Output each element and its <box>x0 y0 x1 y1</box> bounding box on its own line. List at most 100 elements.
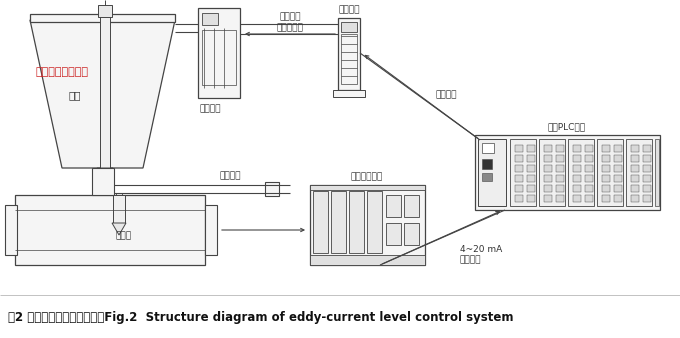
Bar <box>5 205 17 255</box>
Bar <box>573 165 581 172</box>
Bar <box>98 5 112 17</box>
Bar <box>573 185 581 192</box>
Bar <box>198 8 240 98</box>
Bar <box>602 175 610 182</box>
Bar <box>515 185 523 192</box>
Bar <box>631 175 639 182</box>
Bar <box>602 145 610 152</box>
Bar <box>556 195 564 202</box>
Bar <box>573 175 581 182</box>
Bar <box>597 139 623 206</box>
Bar <box>544 185 552 192</box>
Polygon shape <box>97 168 113 183</box>
Bar <box>527 185 535 192</box>
Bar <box>602 195 610 202</box>
Bar <box>585 165 593 172</box>
Bar <box>544 165 552 172</box>
Polygon shape <box>30 20 175 168</box>
Bar <box>310 185 425 190</box>
Bar <box>556 165 564 172</box>
Bar <box>585 155 593 162</box>
Text: 液位PLC系统: 液位PLC系统 <box>548 122 586 131</box>
Bar <box>338 18 360 90</box>
Bar <box>614 185 622 192</box>
Bar <box>643 145 651 152</box>
Bar <box>631 185 639 192</box>
Bar <box>614 155 622 162</box>
Bar <box>478 139 506 206</box>
Bar <box>30 14 175 22</box>
Bar <box>626 139 652 206</box>
Bar <box>341 34 357 84</box>
Bar <box>515 165 523 172</box>
Bar <box>265 182 279 196</box>
Bar <box>527 155 535 162</box>
Bar <box>331 191 346 253</box>
Bar <box>527 195 535 202</box>
Bar <box>202 30 236 85</box>
Bar <box>515 155 523 162</box>
Bar <box>556 175 564 182</box>
Bar <box>205 205 217 255</box>
Bar <box>367 191 382 253</box>
Bar <box>333 90 365 97</box>
Bar <box>643 175 651 182</box>
Bar <box>643 185 651 192</box>
Text: 4~20 mA
液位信号: 4~20 mA 液位信号 <box>460 245 503 264</box>
Text: 涡流液位仪表: 涡流液位仪表 <box>351 172 383 182</box>
Bar <box>313 191 328 253</box>
Bar <box>386 223 401 245</box>
Bar <box>510 139 536 206</box>
Bar <box>585 145 593 152</box>
Bar <box>544 145 552 152</box>
Bar <box>614 165 622 172</box>
Bar <box>585 195 593 202</box>
Text: 图2 涡流液位控制系统结构图Fig.2  Structure diagram of eddy-current level control system: 图2 涡流液位控制系统结构图Fig.2 Structure diagram of… <box>8 312 513 324</box>
Text: 伺服机构: 伺服机构 <box>200 104 222 113</box>
Bar <box>482 173 492 181</box>
Bar <box>573 195 581 202</box>
Bar <box>100 14 110 174</box>
Bar <box>92 168 114 195</box>
Text: 支架悬臂: 支架悬臂 <box>220 171 241 180</box>
Bar <box>527 165 535 172</box>
Text: 传感器: 传感器 <box>115 231 131 240</box>
Bar <box>602 155 610 162</box>
Bar <box>585 175 593 182</box>
Bar <box>585 185 593 192</box>
Bar <box>568 139 594 206</box>
Bar <box>631 145 639 152</box>
Bar <box>475 135 660 210</box>
Text: 动力电缆: 动力电缆 <box>279 12 301 21</box>
Text: 塞棒: 塞棒 <box>69 90 81 100</box>
Bar <box>544 195 552 202</box>
Bar <box>602 165 610 172</box>
Bar <box>544 175 552 182</box>
Bar <box>631 165 639 172</box>
Text: 通讯电缆: 通讯电缆 <box>435 91 456 99</box>
Bar <box>341 22 357 32</box>
Bar <box>614 175 622 182</box>
Text: 驱动装置: 驱动装置 <box>338 5 360 15</box>
Polygon shape <box>112 223 126 235</box>
Bar <box>515 145 523 152</box>
Bar <box>404 223 419 245</box>
Bar <box>349 191 364 253</box>
Bar <box>515 195 523 202</box>
Bar <box>404 195 419 217</box>
Bar <box>310 185 425 265</box>
Bar <box>614 145 622 152</box>
Bar <box>573 145 581 152</box>
Bar <box>643 195 651 202</box>
Bar <box>482 143 494 153</box>
Bar <box>482 159 492 169</box>
Bar <box>310 255 425 265</box>
Bar <box>527 175 535 182</box>
Bar <box>556 185 564 192</box>
Bar <box>202 13 218 25</box>
Bar <box>643 155 651 162</box>
Bar <box>15 195 205 265</box>
Bar <box>631 155 639 162</box>
Bar <box>602 185 610 192</box>
Bar <box>556 155 564 162</box>
